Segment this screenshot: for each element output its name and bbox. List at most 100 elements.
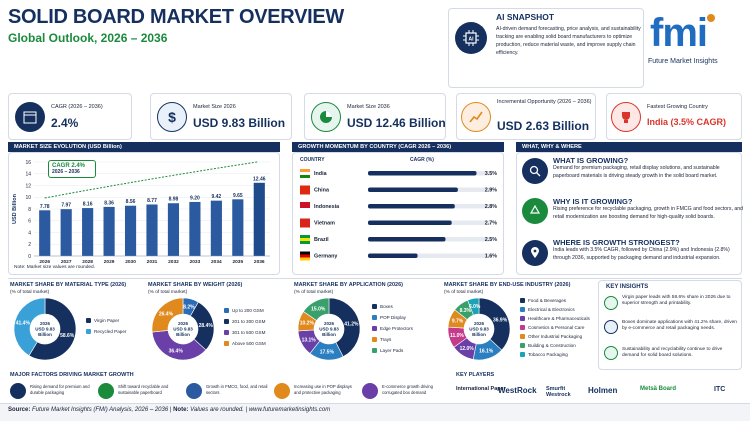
bar-2033	[189, 201, 201, 256]
pie-center-label: Billion	[38, 332, 52, 337]
cagr-callout-period: 2026 – 2036	[52, 169, 80, 175]
fmi-logo: fmi	[650, 10, 742, 56]
weight-title: MARKET SHARE BY WEIGHT (2026)	[148, 282, 243, 288]
country-bar-india	[368, 171, 477, 176]
country-bar-germany	[368, 253, 418, 258]
pie-slice-label: 36.4%	[169, 349, 184, 355]
bar-value-label: 8.56	[126, 199, 136, 205]
country-value-label: 3.5%	[485, 171, 497, 177]
legend-item: Virgin Paper	[86, 318, 119, 323]
legend-item: POP Display	[372, 315, 406, 320]
legend-item: Electrical & Electronics	[520, 307, 575, 312]
players-title: KEY PLAYERS	[456, 372, 495, 378]
pie-slice-tobacco-packaging	[467, 297, 480, 316]
page-subtitle: Global Outlook, 2026 – 2036	[8, 31, 168, 45]
pie-icon	[311, 102, 341, 132]
player-westrock: WestRock	[498, 386, 537, 395]
pie-slice-food-beverages	[478, 297, 511, 351]
country-bar-indonesia	[368, 204, 455, 209]
pie-slice-label: 36.9%	[493, 317, 508, 323]
pie-center-label: USD 9.83	[35, 327, 55, 332]
x-tick-label: 2027	[61, 259, 72, 265]
pie-slice-label: 15.0%	[311, 306, 326, 312]
insight-icon-2	[604, 320, 618, 334]
legend-swatch	[520, 334, 525, 339]
factor-icon	[186, 383, 202, 399]
insight-text-2: Boxes dominate applications with 41.2% s…	[622, 320, 737, 332]
pie-center-label: USD 9.83	[173, 327, 193, 332]
legend-swatch	[520, 307, 525, 312]
bar-value-label: 8.16	[83, 202, 93, 208]
pie-slice-label: 16.1%	[479, 349, 494, 355]
recycle-icon	[522, 198, 548, 224]
footer-url[interactable]: www.futuremarketinsights.com	[248, 407, 331, 413]
legend-label: Virgin Paper	[94, 318, 120, 323]
y-tick-label: 12	[25, 183, 31, 189]
legend-item: Other Industrial Packaging	[520, 334, 582, 339]
pie-center-label: Billion	[176, 332, 190, 337]
pie-slice-label: 17.5%	[320, 350, 335, 356]
pie-slice-boxes	[328, 297, 361, 358]
insight-icon-1	[604, 296, 618, 310]
legend-item: Above 500 GSM	[224, 341, 266, 346]
momentum-col-cagr: CAGR (%)	[410, 157, 434, 163]
pie-center-label: Billion	[472, 332, 486, 337]
country-value-label: 1.6%	[485, 254, 497, 260]
legend-label: Tobacco Packaging	[528, 352, 568, 357]
factor-text: Shift toward recyclable and sustainable …	[118, 384, 169, 395]
momentum-header: GROWTH MOMENTUM BY COUNTRY (CAGR 2026 – …	[292, 142, 504, 152]
trophy-icon	[611, 102, 641, 132]
legend-swatch	[372, 326, 377, 331]
pie-slice-label: 13.1%	[302, 337, 317, 343]
x-tick-label: 2033	[190, 259, 201, 265]
svg-text:AI: AI	[469, 37, 475, 43]
pie-slice-label: 28.4%	[199, 323, 214, 329]
search-icon	[522, 158, 548, 184]
country-flag-indonesia	[300, 202, 310, 211]
country-flag-germany	[300, 251, 310, 261]
fmi-logo-name: Future Market Insights	[648, 58, 718, 65]
bar-value-label: 9.20	[190, 195, 200, 201]
kpi-incremental-label: Incremental Opportunity (2026 – 2036)	[497, 99, 592, 105]
legend-item: Layer Pads	[372, 348, 403, 353]
y-tick-label: 14	[25, 172, 31, 178]
material-subtitle: (% of total market)	[10, 290, 50, 295]
legend-label: Cosmetics & Personal Care	[528, 325, 585, 330]
bar-value-label: 8.77	[147, 198, 157, 204]
footer: Source: Future Market Insights (FMI) Ana…	[8, 407, 331, 413]
what-title: WHAT IS GROWING?	[553, 156, 629, 165]
factor-text: Increasing use in POP displays and prote…	[294, 384, 352, 395]
x-tick-label: 2032	[168, 259, 179, 265]
footer-bar	[0, 403, 750, 421]
x-tick-label: 2031	[147, 259, 158, 265]
legend-item: Food & Beverages	[520, 298, 566, 303]
bar-2034	[210, 200, 222, 256]
snapshot-text: AI-driven demand forecasting, price anal…	[496, 26, 641, 56]
legend-label: Edge Protectors	[380, 326, 413, 331]
market-size-bar-chart: USD Billion 0 2 4 6 8 10 12 14 16 7.78 2026 7.97 2027…	[12, 160, 270, 265]
application-title: MARKET SHARE BY APPLICATION (2026)	[294, 282, 403, 288]
y-axis-label: USD Billion	[12, 193, 18, 224]
pie-slice-above-500-gsm	[151, 297, 184, 333]
where-text: India leads with 3.5% CAGR, followed by …	[553, 247, 730, 261]
legend-label: Other Industrial Packaging	[528, 334, 583, 339]
legend-swatch	[224, 341, 229, 346]
footer-source: Future Market Insights (FMI) Analysis, 2…	[32, 407, 169, 413]
bar-2031	[146, 204, 158, 256]
enduse-title: MARKET SHARE BY END-USE INDUSTRY (2026)	[444, 282, 571, 288]
snapshot-title: AI SNAPSHOT	[496, 12, 555, 22]
legend-label: Layer Pads	[380, 348, 404, 353]
player-smurfit-westrock: Smurfit Westrock	[546, 386, 571, 398]
pie-center-label: 2026	[40, 321, 51, 326]
insight-text-3: Sustainability and recyclability continu…	[622, 347, 723, 359]
legend-label: Building & Construction	[528, 343, 576, 348]
legend-swatch	[224, 308, 229, 313]
legend-swatch	[520, 325, 525, 330]
legend-item: Building & Construction	[520, 343, 576, 348]
evolution-header: MARKET SIZE EVOLUTION (USD Billion)	[8, 142, 280, 152]
bar-value-label: 12.46	[253, 176, 266, 182]
legend-item: Edge Protectors	[372, 326, 413, 331]
x-tick-label: 2030	[125, 259, 136, 265]
